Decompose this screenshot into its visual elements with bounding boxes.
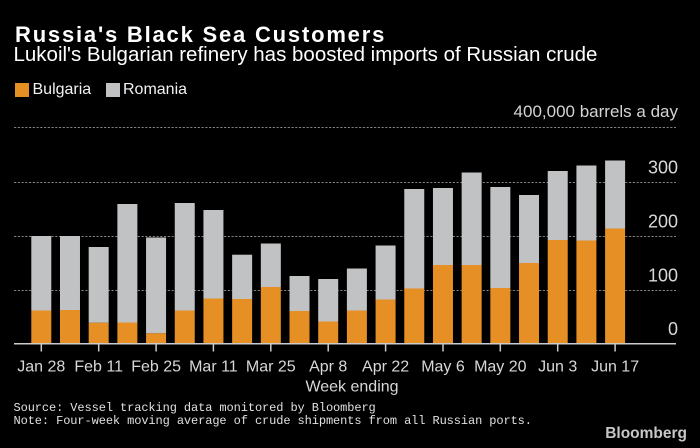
svg-text:Feb 25: Feb 25 — [131, 359, 181, 376]
svg-text:Mar 11: Mar 11 — [189, 359, 238, 376]
svg-text:Jan 28: Jan 28 — [17, 359, 65, 376]
svg-text:Mar 25: Mar 25 — [246, 359, 296, 376]
svg-text:200: 200 — [648, 212, 678, 232]
svg-text:Apr 22: Apr 22 — [362, 359, 409, 376]
svg-text:May 20: May 20 — [474, 359, 527, 376]
svg-text:100: 100 — [648, 266, 678, 286]
svg-text:Week ending: Week ending — [305, 379, 398, 396]
svg-text:Jun 17: Jun 17 — [591, 359, 639, 376]
svg-text:300: 300 — [648, 158, 678, 178]
svg-text:Jun 3: Jun 3 — [538, 359, 577, 376]
svg-text:May 6: May 6 — [421, 359, 465, 376]
svg-text:Apr 8: Apr 8 — [309, 359, 347, 376]
svg-text:0: 0 — [668, 319, 678, 339]
svg-text:Feb 11: Feb 11 — [74, 359, 123, 376]
